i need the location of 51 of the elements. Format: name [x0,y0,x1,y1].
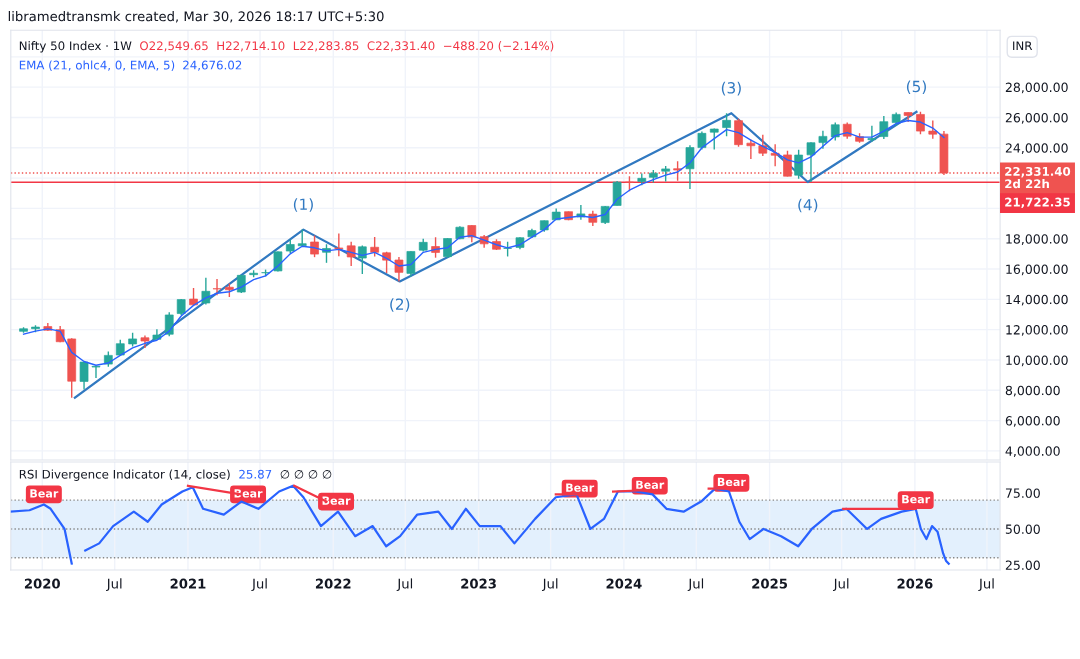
annotation: Bear [636,480,665,489]
text: EMA (21, ohlc4, 0, EMA, 5) [19,60,175,71]
y-tick-label: 18,000.00 [1006,234,1068,245]
annotation: (4) [798,198,818,213]
x-tick-label: Jul [396,578,413,592]
y-tick-label: 50.00 [1005,524,1040,534]
y-tick-label: 16,000.00 [1006,264,1068,276]
y-tick-label: 6,000.00 [1005,416,1060,427]
x-tick-label: 2021 [170,578,206,589]
y-tick-label: 8,000.00 [1005,385,1060,397]
x-tick-label: 2023 [461,578,496,589]
x-tick-label: Jul [978,578,994,592]
annotation: (3) [721,81,741,96]
text: RSI Divergence Indicator (14, close) [19,469,230,481]
annotation: ∅ ∅ ∅ ∅ [280,470,332,479]
annotation: (5) [906,80,926,95]
annotation: Bear [322,496,351,505]
annotation: 24,676.02 [183,60,242,71]
annotation: Bear [566,483,595,492]
ref-line-label: 22,331.40 [1005,166,1071,178]
y-tick-label: 12,000.00 [1006,325,1068,336]
x-tick-label: 2022 [315,578,351,589]
annotation: 25.87 [239,469,272,479]
annotation: (1) [293,198,313,212]
x-tick-label: 2026 [897,578,933,589]
y-tick-label: 75.00 [1005,488,1040,498]
annotation: (2) [390,298,410,312]
annotation: O22,549.65 H22,714.10 L22,283.85 C22,331.40 −488.20 (−2.14%) [140,41,554,52]
x-tick-label: 2025 [752,578,788,589]
annotation: Bear [30,489,59,498]
y-tick-label: 10,000.00 [1006,355,1068,367]
x-tick-label: Jul [832,578,849,592]
y-tick-label: 26,000.00 [1005,112,1068,124]
annotation: Bear [902,495,931,504]
y-tick-label: 28,000.00 [1005,82,1068,94]
x-tick-label: Jul [251,578,267,592]
x-tick-label: Jul [106,578,122,592]
y-tick-label: 24,000.00 [1005,143,1068,154]
y-tick-label: 14,000.00 [1006,294,1068,306]
y-axis-title: INR [1013,41,1033,51]
ref-line-label: 21,722.35 [1005,197,1070,209]
x-tick-label: Jul [541,578,558,592]
text: Nifty 50 Index · 1W [19,41,132,53]
text: libramedtransmk created, Mar 30, 2026 18:17 UTC+5:30 [8,11,384,23]
text: 2d 22h [1005,179,1049,189]
x-tick-label: Jul [687,578,704,592]
y-tick-label: 25.00 [1005,560,1040,570]
y-tick-label: 4,000.00 [1005,446,1060,458]
x-tick-label: 2024 [606,578,642,589]
x-tick-label: 2020 [24,578,60,589]
annotation: Bear [717,477,746,487]
